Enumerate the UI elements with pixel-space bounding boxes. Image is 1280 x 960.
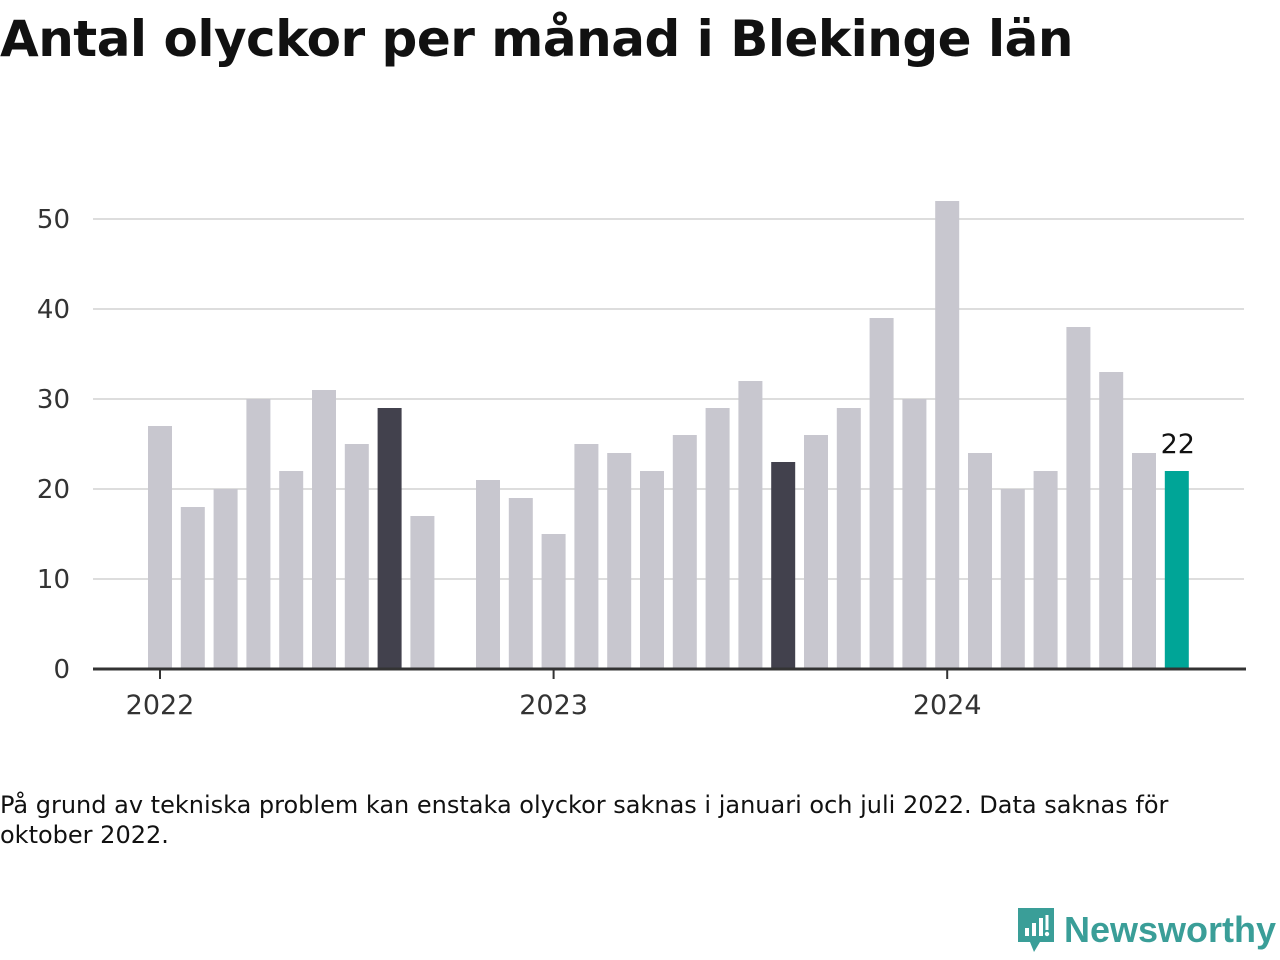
bar-2024-05 [1066, 327, 1091, 669]
x-tick-label: 2022 [126, 690, 195, 721]
bar-2023-09 [804, 435, 828, 669]
bar-2022-06 [312, 390, 336, 669]
bar-2022-03 [213, 489, 238, 669]
y-tick-label: 0 [53, 655, 70, 685]
bar-2024-06 [1099, 372, 1124, 669]
bar-2023-10 [836, 408, 861, 669]
bar-2024-04 [1033, 471, 1058, 669]
bar-2024-01 [935, 201, 960, 669]
chart-title: Antal olyckor per månad i Blekinge län [0, 10, 1073, 68]
bar-chart: 0 10 20 30 40 50 2022 2023 2024 22 [37, 201, 1246, 721]
bar-2024-08 [1164, 471, 1189, 669]
bar-2023-11 [869, 318, 894, 669]
newsworthy-logo-icon [1017, 908, 1054, 952]
bar-2022-08 [377, 408, 402, 669]
bar-2023-06 [705, 408, 730, 669]
newsworthy-logo[interactable]: Newsworthy [1016, 906, 1276, 954]
bar-2023-01 [541, 534, 566, 669]
bar-2023-08 [771, 462, 796, 669]
bar-2023-07 [738, 381, 763, 669]
y-axis-labels: 0 10 20 30 40 50 [37, 205, 70, 685]
bars [148, 201, 1189, 669]
x-axis-labels: 2022 2023 2024 [126, 669, 982, 721]
y-tick-label: 10 [37, 565, 70, 595]
bar-2022-05 [279, 471, 304, 669]
bar-2024-02 [968, 453, 992, 669]
y-tick-label: 30 [37, 385, 70, 415]
x-tick-label: 2023 [519, 690, 588, 721]
bar-2022-04 [246, 399, 271, 669]
bar-2022-01 [148, 426, 172, 669]
brand-name: Newsworthy [1063, 909, 1276, 950]
y-tick-label: 20 [37, 475, 70, 505]
footnote: På grund av tekniska problem kan enstaka… [0, 791, 1169, 849]
latest-value-label: 22 [1161, 429, 1195, 460]
bar-2024-03 [1000, 489, 1025, 669]
bar-2022-02 [180, 507, 205, 669]
bar-2022-11 [476, 480, 500, 669]
y-tick-label: 50 [37, 205, 70, 235]
bar-2023-05 [672, 435, 697, 669]
bar-2022-09 [410, 516, 435, 669]
bar-2022-12 [508, 498, 533, 669]
bar-2023-02 [574, 444, 599, 669]
y-tick-label: 40 [37, 295, 70, 325]
bar-2022-07 [344, 444, 369, 669]
bar-2023-04 [640, 471, 664, 669]
bar-2023-12 [902, 399, 927, 669]
bar-2024-07 [1132, 453, 1156, 669]
x-tick-label: 2024 [913, 690, 982, 721]
bar-2023-03 [607, 453, 632, 669]
